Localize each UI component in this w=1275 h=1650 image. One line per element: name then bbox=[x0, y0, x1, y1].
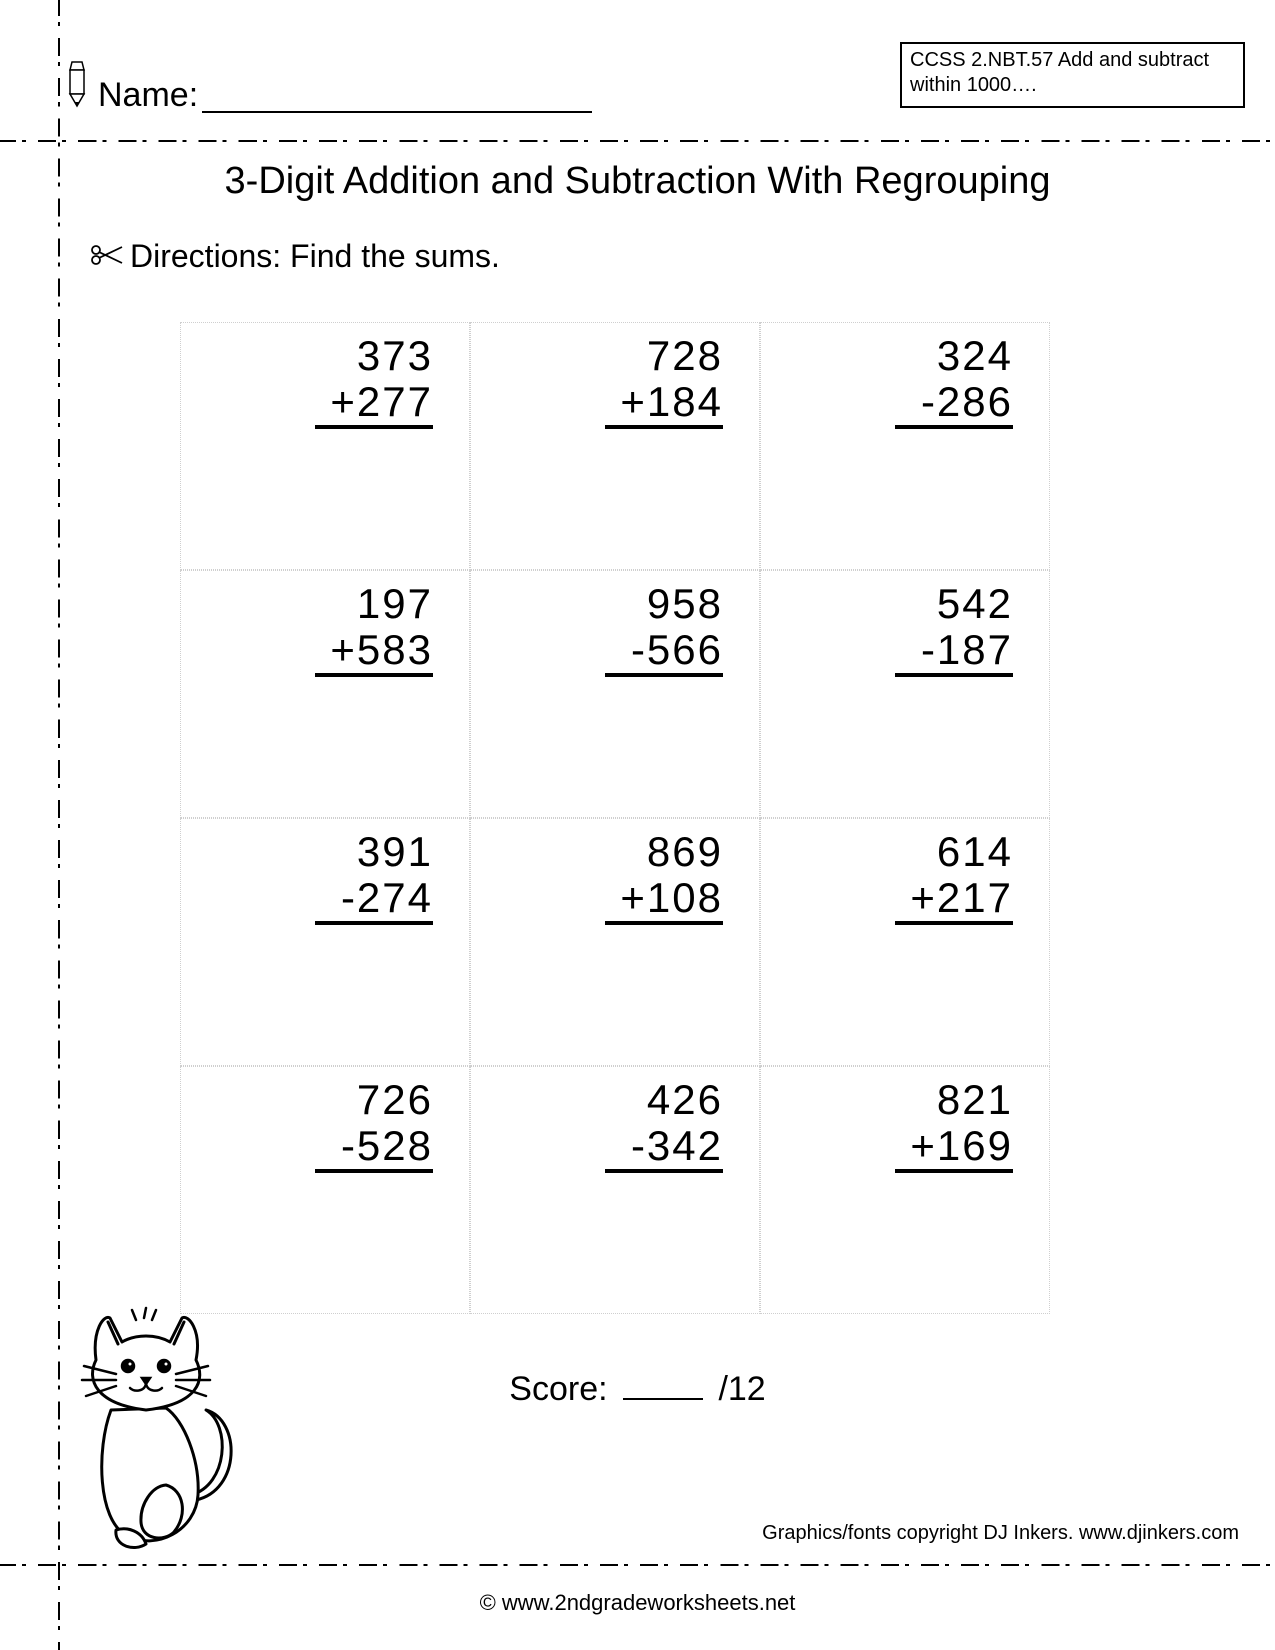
page-title: 3-Digit Addition and Subtraction With Re… bbox=[0, 160, 1275, 203]
cat-icon bbox=[56, 1300, 246, 1565]
problem-cell: 542-187 bbox=[760, 570, 1050, 818]
problem-cell: 324-286 bbox=[760, 322, 1050, 570]
problem-bottom: -286 bbox=[895, 379, 1013, 429]
problem-top: 373 bbox=[181, 333, 433, 379]
scissors-icon bbox=[90, 238, 124, 275]
problem-cell: 426-342 bbox=[470, 1066, 760, 1314]
footer-url: © www.2ndgradeworksheets.net bbox=[0, 1590, 1275, 1616]
problem-bottom: -342 bbox=[605, 1123, 723, 1173]
problem-bottom: -274 bbox=[315, 875, 433, 925]
problem-cell: 197+583 bbox=[180, 570, 470, 818]
problem-top: 542 bbox=[761, 581, 1013, 627]
directions: Directions: Find the sums. bbox=[90, 238, 500, 275]
problem-cell: 373+277 bbox=[180, 322, 470, 570]
standard-box: CCSS 2.NBT.57 Add and subtract within 10… bbox=[900, 42, 1245, 108]
problem-cell: 958-566 bbox=[470, 570, 760, 818]
directions-text: Directions: Find the sums. bbox=[130, 238, 500, 275]
problem-bottom: +184 bbox=[605, 379, 723, 429]
problem-top: 324 bbox=[761, 333, 1013, 379]
problem-top: 869 bbox=[471, 829, 723, 875]
problem-cell: 614+217 bbox=[760, 818, 1050, 1066]
name-blank-line[interactable] bbox=[202, 111, 592, 113]
problem-bottom: +108 bbox=[605, 875, 723, 925]
problem-cell: 391-274 bbox=[180, 818, 470, 1066]
problem-top: 728 bbox=[471, 333, 723, 379]
problem-top: 426 bbox=[471, 1077, 723, 1123]
problem-cell: 726-528 bbox=[180, 1066, 470, 1314]
problem-bottom: -528 bbox=[315, 1123, 433, 1173]
problem-bottom: +169 bbox=[895, 1123, 1013, 1173]
problem-bottom: +583 bbox=[315, 627, 433, 677]
problem-bottom: -187 bbox=[895, 627, 1013, 677]
problem-top: 726 bbox=[181, 1077, 433, 1123]
score-blank[interactable] bbox=[623, 1398, 703, 1400]
problem-top: 958 bbox=[471, 581, 723, 627]
problem-top: 391 bbox=[181, 829, 433, 875]
problem-bottom: -566 bbox=[605, 627, 723, 677]
problem-top: 821 bbox=[761, 1077, 1013, 1123]
problem-top: 614 bbox=[761, 829, 1013, 875]
pencil-icon bbox=[62, 60, 92, 113]
problem-cell: 869+108 bbox=[470, 818, 760, 1066]
problem-cell: 821+169 bbox=[760, 1066, 1050, 1314]
problem-grid: 373+277728+184324-286197+583958-566542-1… bbox=[180, 322, 1050, 1314]
problem-bottom: +217 bbox=[895, 875, 1013, 925]
graphics-credit: Graphics/fonts copyright DJ Inkers. www.… bbox=[762, 1522, 1239, 1545]
score-total: /12 bbox=[718, 1370, 765, 1408]
problem-cell: 728+184 bbox=[470, 322, 760, 570]
cut-rule-top bbox=[0, 140, 1275, 142]
problem-top: 197 bbox=[181, 581, 433, 627]
score-label: Score: bbox=[509, 1370, 607, 1408]
problem-bottom: +277 bbox=[315, 379, 433, 429]
name-label: Name: bbox=[98, 76, 198, 115]
